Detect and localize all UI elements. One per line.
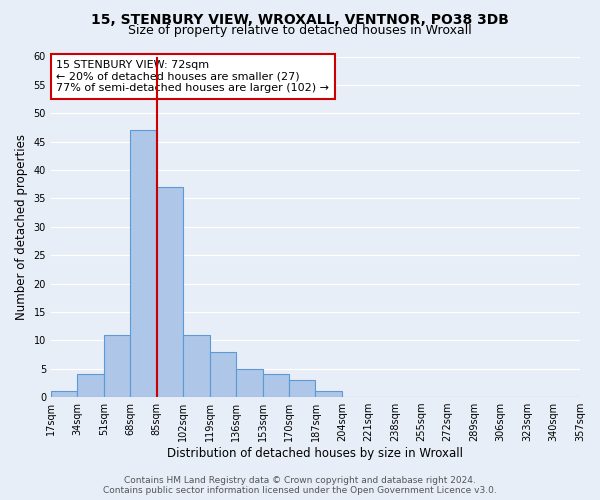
Bar xyxy=(104,334,130,397)
Text: Size of property relative to detached houses in Wroxall: Size of property relative to detached ho… xyxy=(128,24,472,37)
Bar xyxy=(263,374,289,397)
Bar xyxy=(51,392,77,397)
Bar xyxy=(209,352,236,397)
Text: Contains HM Land Registry data © Crown copyright and database right 2024.
Contai: Contains HM Land Registry data © Crown c… xyxy=(103,476,497,495)
Bar xyxy=(130,130,157,397)
Bar xyxy=(289,380,316,397)
Y-axis label: Number of detached properties: Number of detached properties xyxy=(15,134,28,320)
Text: 15 STENBURY VIEW: 72sqm
← 20% of detached houses are smaller (27)
77% of semi-de: 15 STENBURY VIEW: 72sqm ← 20% of detache… xyxy=(56,60,329,93)
Bar xyxy=(183,334,209,397)
Bar xyxy=(316,392,342,397)
X-axis label: Distribution of detached houses by size in Wroxall: Distribution of detached houses by size … xyxy=(167,447,463,460)
Bar xyxy=(77,374,104,397)
Bar xyxy=(236,368,263,397)
Text: 15, STENBURY VIEW, WROXALL, VENTNOR, PO38 3DB: 15, STENBURY VIEW, WROXALL, VENTNOR, PO3… xyxy=(91,12,509,26)
Bar xyxy=(157,187,183,397)
